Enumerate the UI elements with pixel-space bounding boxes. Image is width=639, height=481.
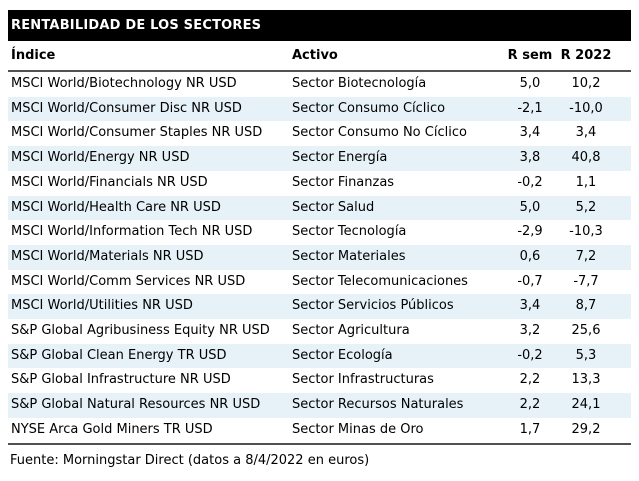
index-cell: NYSE Arca Gold Miners TR USD bbox=[8, 417, 292, 445]
col-header-r-2022: R 2022 bbox=[560, 41, 631, 72]
r-sem-cell: 3,8 bbox=[519, 150, 541, 166]
r-2022-cell: 29,2 bbox=[560, 417, 631, 445]
r-2022-cell: 13,3 bbox=[571, 372, 601, 388]
r-sem-cell: -0,2 bbox=[517, 347, 543, 363]
sector-cell: Sector Servicios Públicos bbox=[292, 298, 454, 314]
sector-cell: Sector Ecología bbox=[292, 347, 393, 363]
table-row: MSCI World/Materials NR USD Sector Mater… bbox=[8, 244, 631, 270]
r-sem-cell: 3,4 bbox=[519, 125, 541, 141]
r-2022-cell: 40,8 bbox=[571, 150, 601, 166]
r-sem-cell: -0,7 bbox=[517, 273, 543, 289]
col-header-activo: Activo bbox=[292, 41, 500, 72]
index-cell: MSCI World/Comm Services NR USD bbox=[11, 273, 246, 289]
index-cell: MSCI World/Consumer Staples NR USD bbox=[11, 125, 263, 141]
header-row: Índice Activo R sem R 2022 bbox=[8, 41, 631, 72]
sector-cell: Sector Minas de Oro bbox=[292, 417, 500, 445]
table-row: MSCI World/Financials NR USD Sector Fina… bbox=[8, 171, 631, 196]
sector-cell: Sector Agricultura bbox=[292, 323, 410, 339]
index-cell: MSCI World/Financials NR USD bbox=[11, 174, 208, 190]
table-row: S&P Global Clean Energy TR USD Sector Ec… bbox=[8, 343, 631, 369]
sector-returns-figure: RENTABILIDAD DE LOS SECTORES Índice Acti… bbox=[8, 10, 631, 468]
col-header-indice: Índice bbox=[8, 41, 292, 72]
r-sem-cell: 2,2 bbox=[519, 397, 541, 413]
r-sem-cell: 0,6 bbox=[519, 248, 541, 264]
table-title-bar: RENTABILIDAD DE LOS SECTORES bbox=[8, 10, 631, 41]
r-sem-cell: 5,0 bbox=[519, 199, 541, 215]
sector-cell: Sector Energía bbox=[292, 150, 388, 166]
index-cell: MSCI World/Biotechnology NR USD bbox=[11, 76, 237, 91]
r-2022-cell: 25,6 bbox=[571, 323, 601, 339]
table-row: NYSE Arca Gold Miners TR USD Sector Mina… bbox=[8, 417, 631, 445]
r-2022-cell: 24,1 bbox=[571, 397, 601, 413]
r-2022-cell: 10,2 bbox=[571, 76, 601, 91]
index-cell: MSCI World/Materials NR USD bbox=[11, 248, 204, 264]
r-2022-cell: 5,2 bbox=[575, 199, 597, 215]
r-sem-cell: 3,4 bbox=[519, 298, 541, 314]
index-cell: S&P Global Clean Energy TR USD bbox=[11, 347, 227, 363]
table-row: MSCI World/Biotechnology NR USD Sector B… bbox=[8, 71, 631, 97]
table-row: S&P Global Agribusiness Equity NR USD Se… bbox=[8, 319, 631, 344]
index-cell: MSCI World/Information Tech NR USD bbox=[11, 224, 253, 240]
table-row: MSCI World/Health Care NR USD Sector Sal… bbox=[8, 195, 631, 221]
sector-cell: Sector Biotecnología bbox=[292, 76, 427, 91]
r-sem-cell: -2,9 bbox=[517, 224, 543, 240]
index-cell: S&P Global Infrastructure NR USD bbox=[11, 372, 231, 388]
r-sem-cell: 1,7 bbox=[500, 417, 560, 445]
table-title: RENTABILIDAD DE LOS SECTORES bbox=[11, 18, 262, 33]
table-body: MSCI World/Biotechnology NR USD Sector B… bbox=[8, 71, 631, 445]
r-2022-cell: -10,0 bbox=[569, 100, 603, 116]
table-row: MSCI World/Information Tech NR USD Secto… bbox=[8, 220, 631, 245]
r-2022-cell: -10,3 bbox=[569, 224, 603, 240]
r-sem-cell: -2,1 bbox=[517, 100, 543, 116]
source-note: Fuente: Morningstar Direct (datos a 8/4/… bbox=[10, 452, 370, 468]
sector-cell: Sector Tecnología bbox=[292, 224, 407, 240]
sector-cell: Sector Infrastructuras bbox=[292, 372, 434, 388]
sector-cell: Sector Consumo Cíclico bbox=[292, 100, 446, 116]
sector-cell: Sector Salud bbox=[292, 199, 375, 215]
index-cell: MSCI World/Utilities NR USD bbox=[11, 298, 193, 314]
table-row: MSCI World/Comm Services NR USD Sector T… bbox=[8, 270, 631, 295]
r-2022-cell: -7,7 bbox=[573, 273, 599, 289]
r-sem-cell: 5,0 bbox=[519, 76, 541, 91]
table-row: MSCI World/Consumer Staples NR USD Secto… bbox=[8, 121, 631, 146]
index-cell: MSCI World/Energy NR USD bbox=[11, 150, 190, 166]
sector-cell: Sector Consumo No Cíclico bbox=[292, 125, 467, 141]
table-row: MSCI World/Utilities NR USD Sector Servi… bbox=[8, 294, 631, 320]
r-sem-cell: -0,2 bbox=[517, 174, 543, 190]
r-sem-cell: 2,2 bbox=[519, 372, 541, 388]
index-cell: MSCI World/Consumer Disc NR USD bbox=[11, 100, 242, 116]
sector-cell: Sector Telecomunicaciones bbox=[292, 273, 468, 289]
index-cell: S&P Global Agribusiness Equity NR USD bbox=[11, 323, 270, 339]
sector-cell: Sector Recursos Naturales bbox=[292, 397, 464, 413]
sector-cell: Sector Materiales bbox=[292, 248, 406, 264]
col-header-r-sem: R sem bbox=[500, 41, 560, 72]
returns-table: Índice Activo R sem R 2022 MSCI World/Bi… bbox=[8, 41, 631, 445]
table-row: S&P Global Natural Resources NR USD Sect… bbox=[8, 393, 631, 418]
table-row: MSCI World/Consumer Disc NR USD Sector C… bbox=[8, 96, 631, 122]
r-2022-cell: 5,3 bbox=[575, 347, 597, 363]
sector-cell: Sector Finanzas bbox=[292, 174, 395, 190]
r-2022-cell: 3,4 bbox=[575, 125, 597, 141]
r-sem-cell: 3,2 bbox=[519, 323, 541, 339]
table-row: S&P Global Infrastructure NR USD Sector … bbox=[8, 368, 631, 393]
r-2022-cell: 1,1 bbox=[575, 174, 597, 190]
index-cell: MSCI World/Health Care NR USD bbox=[11, 199, 221, 215]
r-2022-cell: 7,2 bbox=[575, 248, 597, 264]
r-2022-cell: 8,7 bbox=[575, 298, 597, 314]
table-row: MSCI World/Energy NR USD Sector Energía … bbox=[8, 146, 631, 171]
index-cell: S&P Global Natural Resources NR USD bbox=[11, 397, 261, 413]
